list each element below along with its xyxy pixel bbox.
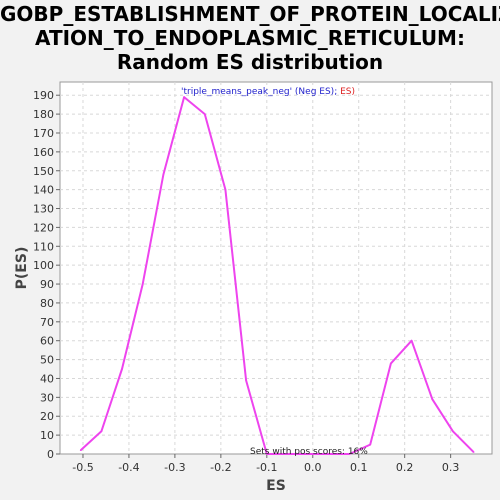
y-tick-label: 90 <box>40 278 54 291</box>
series-point <box>141 283 144 285</box>
series-point <box>203 113 206 115</box>
x-tick-label: 0.1 <box>350 461 368 474</box>
y-tick-label: 60 <box>40 335 54 348</box>
series-point <box>286 453 289 455</box>
x-tick-label: -0.3 <box>164 461 185 474</box>
x-tick-label: 0.3 <box>442 461 460 474</box>
series-point <box>100 430 103 433</box>
y-tick-label: 40 <box>40 372 54 385</box>
chart-title: GOBP_ESTABLISHMENT_OF_PROTEIN_LOCALIZ AT… <box>0 2 500 74</box>
x-tick-label: -0.1 <box>256 461 277 474</box>
series-point <box>348 453 351 455</box>
y-axis-ticks: 0 10 20 30 40 50 60 70 80 90 100 110 120 130 140 150 160… <box>33 89 60 461</box>
y-tick-label: 180 <box>33 108 54 121</box>
x-axis-ticks: -0.5 -0.4 -0.3 -0.2 -0.1 0.0 0.1 0.2 0.3 <box>72 454 459 474</box>
y-axis-label: P(ES) <box>14 247 30 290</box>
chart-title-line-3: Random ES distribution <box>116 50 384 74</box>
series-point <box>162 173 165 176</box>
y-tick-label: 150 <box>33 165 54 178</box>
grid-lines <box>60 82 492 454</box>
legend-text: 'triple_means_peak_neg' (Neg ES); ES) <box>181 87 355 97</box>
series-line-0 <box>80 96 475 455</box>
y-tick-label: 80 <box>40 297 54 310</box>
y-tick-label: 160 <box>33 146 54 159</box>
x-tick-label: -0.2 <box>210 461 231 474</box>
series-point <box>410 339 413 342</box>
series-point <box>121 368 123 370</box>
series-point <box>245 379 247 382</box>
series-point <box>431 398 434 401</box>
legend-separator: ; <box>334 87 340 97</box>
x-tick-label: 0.0 <box>304 461 322 474</box>
plot-area <box>59 81 493 455</box>
series-point <box>452 430 454 433</box>
series-point <box>224 188 227 191</box>
series-point <box>390 362 392 365</box>
y-tick-label: 130 <box>33 203 54 216</box>
series-point <box>472 451 475 453</box>
pos-scores-annotation: Sets with pos scores: 16% <box>250 447 368 457</box>
series-point <box>328 453 330 455</box>
y-tick-label: 190 <box>33 89 54 102</box>
legend-series-name: 'triple_means_peak_neg' (Neg ES) <box>181 87 334 97</box>
x-axis-label: ES <box>266 478 286 494</box>
y-tick-label: 10 <box>40 429 54 442</box>
x-tick-label: -0.4 <box>118 461 139 474</box>
y-tick-label: 20 <box>40 410 54 423</box>
x-tick-label: -0.5 <box>72 461 93 474</box>
series-point <box>266 453 268 455</box>
series-point <box>79 449 82 452</box>
series-point <box>369 443 372 446</box>
x-tick-label: 0.2 <box>396 461 414 474</box>
y-tick-label: 140 <box>33 184 54 197</box>
y-tick-label: 50 <box>40 354 54 367</box>
legend-suffix: ES) <box>340 87 355 97</box>
series-point <box>183 96 185 98</box>
y-tick-label: 0 <box>47 448 54 461</box>
series-lines <box>79 96 475 455</box>
chart-title-line-2: ATION_TO_ENDOPLASMIC_RETICULUM: <box>35 26 465 50</box>
y-tick-label: 30 <box>40 391 54 404</box>
chart-title-line-1: GOBP_ESTABLISHMENT_OF_PROTEIN_LOCALIZ <box>0 2 500 26</box>
y-tick-label: 110 <box>33 240 54 253</box>
series-point <box>307 453 309 455</box>
y-tick-label: 70 <box>40 316 54 329</box>
y-tick-label: 120 <box>33 221 54 234</box>
y-tick-label: 170 <box>33 127 54 140</box>
y-tick-label: 100 <box>33 259 54 272</box>
